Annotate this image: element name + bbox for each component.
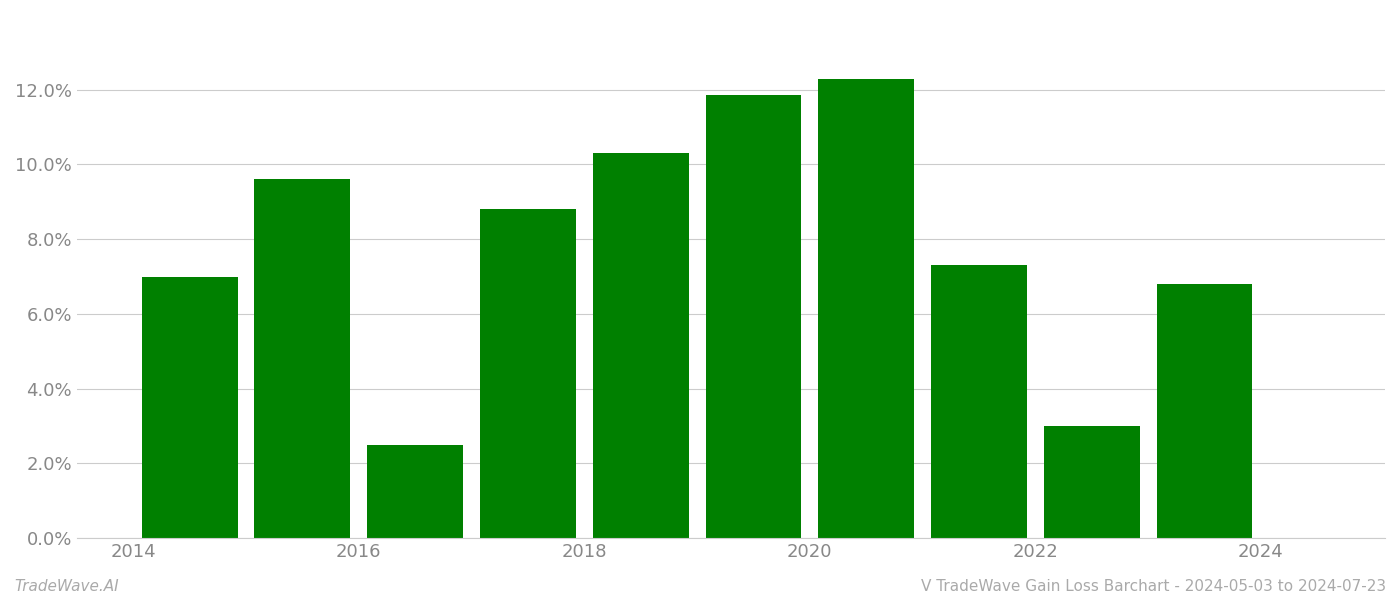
Text: V TradeWave Gain Loss Barchart - 2024-05-03 to 2024-07-23: V TradeWave Gain Loss Barchart - 2024-05… (921, 579, 1386, 594)
Bar (255, 179, 350, 538)
Bar (1044, 426, 1140, 538)
Bar (480, 209, 575, 538)
Bar (931, 265, 1028, 538)
Text: TradeWave.AI: TradeWave.AI (14, 579, 119, 594)
Bar (1156, 284, 1253, 538)
Bar (819, 79, 914, 538)
Bar (141, 277, 238, 538)
Bar (367, 445, 463, 538)
Bar (592, 153, 689, 538)
Bar (706, 95, 801, 538)
